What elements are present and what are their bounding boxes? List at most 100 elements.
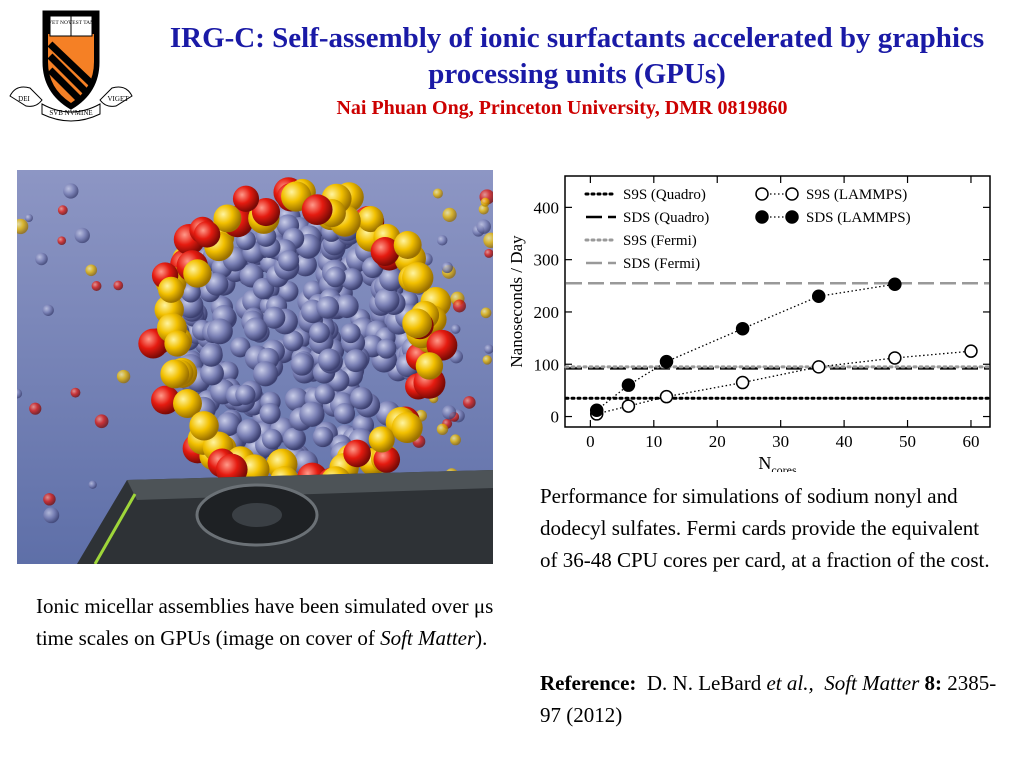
atom-sphere xyxy=(340,268,363,291)
atom-sphere xyxy=(301,194,333,226)
atom-sphere xyxy=(379,266,404,292)
atom-sphere xyxy=(436,423,449,436)
atom-sphere xyxy=(230,337,251,358)
atom-sphere xyxy=(91,281,102,291)
atom-sphere xyxy=(393,231,422,259)
legend-label: SDS (LAMMPS) xyxy=(806,210,911,226)
atom-sphere xyxy=(193,221,221,248)
atom-sphere xyxy=(450,434,461,446)
data-point xyxy=(811,289,826,304)
atom-sphere xyxy=(251,197,281,227)
data-point xyxy=(621,399,636,413)
data-point xyxy=(888,277,902,291)
atom-sphere xyxy=(452,299,466,313)
data-point xyxy=(659,389,674,404)
atom-sphere xyxy=(441,261,453,274)
atom-sphere xyxy=(312,426,334,448)
atom-sphere xyxy=(370,237,400,266)
atom-sphere xyxy=(290,353,314,376)
atom-sphere xyxy=(183,259,212,288)
atom-sphere xyxy=(94,414,109,429)
data-point xyxy=(735,375,750,390)
atom-sphere xyxy=(480,197,490,207)
atom-sphere xyxy=(57,205,68,216)
atom-sphere xyxy=(216,412,241,437)
atom-sphere xyxy=(70,387,81,398)
performance-chart: 0 10 20 30 40 50 60 0 100 200 300 400 S9S (Quadro) S… xyxy=(508,175,991,472)
atom-sphere xyxy=(205,272,229,296)
atom-sphere xyxy=(368,426,395,453)
atom-sphere xyxy=(316,296,340,319)
x-tick-label: 0 xyxy=(586,432,595,451)
atom-sphere xyxy=(484,344,493,354)
princeton-shield-logo: VET NOV TEST TAM DEI SVB NVMINE VIGET xyxy=(9,10,133,122)
atom-sphere xyxy=(476,219,491,234)
x-tick-label: 50 xyxy=(899,432,916,451)
x-tick-label: 20 xyxy=(709,432,726,451)
atom-sphere xyxy=(442,207,457,222)
atom-sphere xyxy=(402,308,432,339)
atom-sphere xyxy=(293,253,317,277)
atom-sphere xyxy=(172,388,202,418)
y-tick-label: 300 xyxy=(534,251,560,270)
atom-sphere xyxy=(314,384,335,405)
atom-sphere xyxy=(43,493,56,506)
atom-sphere xyxy=(402,262,434,294)
y-tick-label: 200 xyxy=(534,303,560,322)
atom-sphere xyxy=(278,250,300,272)
atom-sphere xyxy=(252,277,275,300)
atom-sphere xyxy=(340,323,361,344)
atom-sphere xyxy=(116,369,131,384)
atom-sphere xyxy=(284,387,309,412)
atom-sphere xyxy=(63,183,79,199)
legend-label: S9S (Fermi) xyxy=(623,233,697,249)
atom-sphere xyxy=(437,235,448,246)
legend-marker xyxy=(755,210,769,224)
legend-marker xyxy=(785,210,799,224)
y-axis-label: Nanoseconds / Day xyxy=(508,235,526,368)
atom-sphere xyxy=(299,401,325,427)
atom-sphere xyxy=(463,396,476,409)
atom-sphere xyxy=(415,352,444,380)
y-tick-label: 100 xyxy=(534,355,560,374)
legend-label: SDS (Fermi) xyxy=(623,256,700,272)
atom-sphere xyxy=(243,317,268,341)
x-tick-label: 40 xyxy=(836,432,853,451)
atom-sphere xyxy=(282,330,304,352)
atom-sphere xyxy=(277,280,299,302)
atom-sphere xyxy=(325,266,346,288)
image-caption: Ionic micellar assemblies have been simu… xyxy=(36,594,494,650)
x-tick-label: 10 xyxy=(645,432,662,451)
atom-sphere xyxy=(373,446,401,473)
atom-sphere xyxy=(207,318,233,345)
atom-sphere xyxy=(57,236,67,245)
atom-sphere xyxy=(282,427,306,450)
atom-sphere xyxy=(484,248,493,258)
atom-sphere xyxy=(259,402,281,425)
atom-sphere xyxy=(158,276,185,303)
atom-sphere xyxy=(252,361,279,387)
data-point xyxy=(735,321,750,336)
data-point xyxy=(888,351,902,365)
atom-sphere xyxy=(236,418,262,444)
slide-title: IRG-C: Self-assembly of ionic surfactant… xyxy=(169,22,985,90)
atom-sphere xyxy=(200,361,224,386)
atom-sphere xyxy=(35,252,48,266)
atom-sphere xyxy=(483,232,493,249)
atom-sphere xyxy=(482,355,492,365)
motto-left: DEI xyxy=(18,95,30,103)
atom-sphere xyxy=(335,294,359,319)
atom-sphere xyxy=(160,359,190,389)
motto-center: SVB NVMINE xyxy=(49,109,92,117)
legend-marker xyxy=(785,187,799,201)
book-text-left: VET NOV xyxy=(48,20,72,26)
atom-sphere xyxy=(442,405,457,420)
atom-sphere xyxy=(478,204,489,215)
atom-sphere xyxy=(350,386,373,410)
micelle-gpu-image xyxy=(17,170,493,564)
data-point xyxy=(659,354,674,369)
legend-label: SDS (Quadro) xyxy=(623,210,709,226)
atom-sphere xyxy=(88,480,97,489)
atom-sphere xyxy=(333,403,356,425)
data-point xyxy=(811,360,826,374)
